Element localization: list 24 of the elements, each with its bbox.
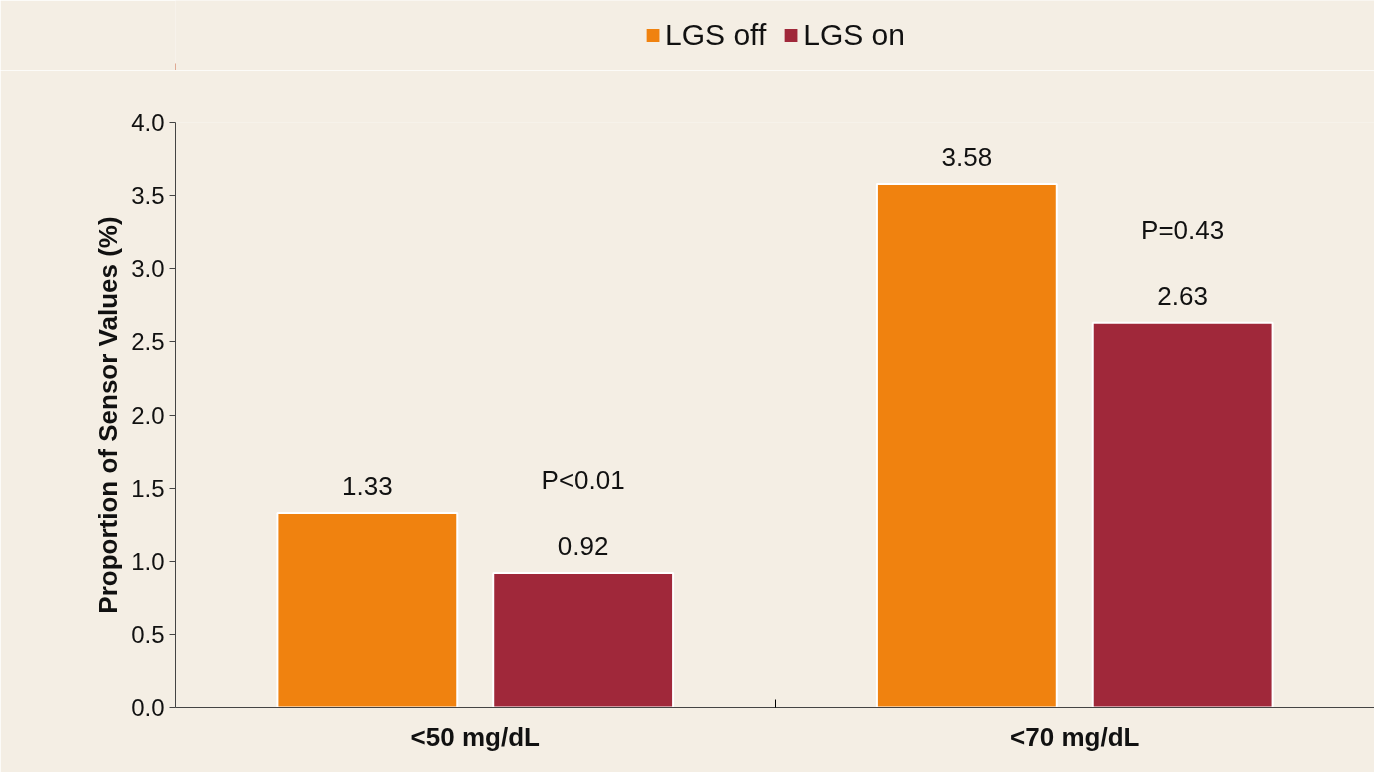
annotation: P<0.01 — [541, 464, 625, 495]
annotation: P=0.43 — [1141, 214, 1225, 245]
data-label: 1.33 — [342, 470, 393, 501]
y-tick-label: 1.0 — [131, 547, 165, 575]
y-axis-title: Proportion of Sensor Values (%) — [93, 216, 124, 614]
y-tick-label: 0.0 — [131, 694, 165, 721]
x-tick-label: <70 mg/dL — [1010, 721, 1140, 752]
legend-label: LGS off — [665, 18, 767, 52]
data-label: 2.63 — [1157, 280, 1208, 311]
data-label: 0.92 — [557, 530, 609, 561]
legend-label: LGS on — [803, 18, 905, 52]
y-tick-label: 3.0 — [131, 255, 165, 283]
y-tick-label: 2.5 — [131, 328, 165, 356]
y-tick-label: 2.0 — [131, 401, 165, 429]
bar — [875, 182, 1058, 708]
bar — [276, 511, 459, 708]
x-tick-label: <50 mg/dL — [410, 721, 541, 752]
y-tick-label: 1.5 — [131, 474, 165, 502]
bar — [1091, 321, 1274, 708]
y-tick-label: 0.5 — [131, 620, 165, 648]
y-tick-label: 3.5 — [131, 182, 165, 210]
bar — [492, 571, 675, 708]
y-tick-label: 4.0 — [131, 109, 165, 136]
data-label: 3.58 — [941, 141, 993, 172]
